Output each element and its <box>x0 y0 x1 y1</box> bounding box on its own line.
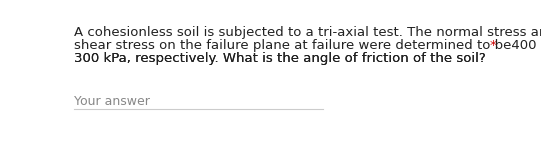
Text: shear stress on the failure plane at failure were determined to be400 kPa and: shear stress on the failure plane at fai… <box>74 39 541 52</box>
Text: 300 kPa, respectively. What is the angle of friction of the soil?: 300 kPa, respectively. What is the angle… <box>74 52 490 65</box>
Text: A cohesionless soil is subjected to a tri-axial test. The normal stress and the: A cohesionless soil is subjected to a tr… <box>74 26 541 39</box>
Text: Your answer: Your answer <box>74 95 150 108</box>
Text: 300 kPa, respectively. What is the angle of friction of the soil?: 300 kPa, respectively. What is the angle… <box>74 52 490 65</box>
Text: *: * <box>490 39 497 52</box>
